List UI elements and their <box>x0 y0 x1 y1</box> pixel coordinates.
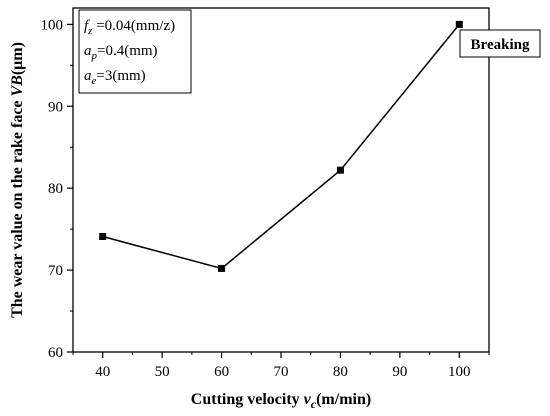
x-axis-subscript: c <box>311 397 317 411</box>
condition-value: =0.4(mm) <box>97 43 158 59</box>
y-tick-label: 70 <box>48 263 63 279</box>
x-axis-units: (m/min) <box>316 391 371 408</box>
y-tick-label: 100 <box>41 17 64 33</box>
x-axis-title-text: Cutting velocity <box>191 391 304 408</box>
y-tick-label: 90 <box>48 99 63 115</box>
data-point <box>99 233 107 241</box>
x-tick-label: 70 <box>274 364 289 380</box>
x-tick-label: 60 <box>214 364 229 380</box>
condition-value: =3(mm) <box>96 68 145 84</box>
conditions-box: fz =0.04(mm/z)ap=0.4(mm)ae=3(mm) <box>78 9 192 94</box>
condition-subscript: z <box>87 25 93 37</box>
y-axis-title-text: The wear value on the rake face <box>9 96 26 317</box>
condition-text: ae=3(mm) <box>84 68 146 87</box>
x-tick-label: 80 <box>333 364 348 380</box>
breaking-annotation: Breaking <box>459 29 541 58</box>
x-tick-label: 50 <box>155 364 170 380</box>
data-point <box>455 20 463 28</box>
condition-value: =0.04(mm/z) <box>92 18 175 34</box>
x-tick-label: 100 <box>448 364 471 380</box>
condition-text: fz =0.04(mm/z) <box>84 18 175 37</box>
y-tick-label: 80 <box>48 181 63 197</box>
annotation-frame <box>459 29 541 58</box>
series-line <box>102 23 460 270</box>
ticks: 40 50 60 70 80 90 100 60 70 80 90 100 <box>41 17 490 380</box>
condition-variable: f <box>84 18 90 34</box>
x-tick-label: 40 <box>95 364 110 380</box>
axis-titles: Cutting velocity vc(m/min) The wear value… <box>9 42 371 411</box>
x-axis-variable: v <box>304 391 312 408</box>
data-point <box>336 166 344 174</box>
y-axis-variable: VB <box>9 75 26 97</box>
x-axis-title: Cutting velocity vc(m/min) <box>191 391 371 411</box>
conditions-frame <box>78 9 192 94</box>
annotation-text: Breaking <box>471 37 530 53</box>
y-axis-units: (μm) <box>9 42 26 75</box>
condition-subscript: p <box>91 50 98 62</box>
condition-variable: a <box>84 43 92 59</box>
condition-variable: a <box>84 68 92 84</box>
y-axis-title: The wear value on the rake face VB(μm) <box>9 42 26 318</box>
x-tick-label: 90 <box>392 364 407 380</box>
condition-text: ap=0.4(mm) <box>84 43 158 62</box>
series <box>99 20 463 272</box>
y-tick-label: 60 <box>48 345 63 361</box>
data-point <box>218 264 226 272</box>
annotations: fz =0.04(mm/z)ap=0.4(mm)ae=3(mm)Breaking <box>78 9 541 94</box>
condition-subscript: e <box>92 75 97 87</box>
